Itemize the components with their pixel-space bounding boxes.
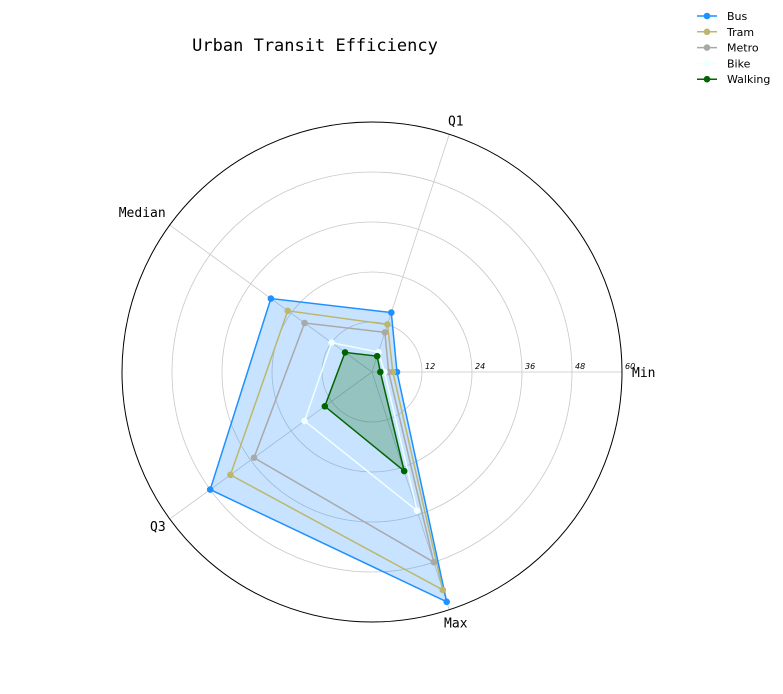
data-point [341,349,349,356]
legend-marker [703,60,711,67]
data-point [267,295,275,302]
data-point [206,486,214,493]
legend-marker [703,75,711,83]
data-point [328,339,335,346]
data-point [227,471,234,479]
data-point [301,417,308,425]
spoke-line [169,371,373,520]
legend-label: Bike [727,57,751,70]
r-tick-label: 24 [475,362,485,371]
outer-frame [121,121,623,623]
data-point [381,329,389,336]
legend-item: Tram [697,26,754,39]
data-point [377,368,384,376]
legend-marker [703,12,711,20]
spoke-line [371,371,450,610]
data-point [400,467,408,475]
chart-title: Urban Transit Efficiency [192,36,438,56]
legend-label: Metro [727,42,759,55]
data-point [373,352,381,360]
axis-label-median: Median [119,206,166,221]
series-line [209,297,448,604]
r-tick-label: 12 [425,362,435,371]
data-point [384,321,391,328]
series-fill [324,352,405,472]
legend-label: Bus [727,10,748,23]
series-line [229,309,444,592]
r-tick-label: 60 [625,362,635,371]
data-point [443,598,450,606]
series-line [253,322,435,564]
data-point [413,507,421,514]
series-walking [321,349,408,475]
data-point [250,454,258,462]
legend-item: Bike [697,57,751,70]
axis-label-q3: Q3 [150,520,166,535]
data-point [388,309,395,316]
series-layer [206,295,450,606]
legend-item: Bus [697,10,748,23]
legend: Bus Tram Metro Bike Walking [697,10,770,86]
axis-label-min: Min [632,366,655,381]
axis-label-max: Max [444,617,468,632]
legend-item: Walking [697,73,770,86]
legend-marker [703,44,711,51]
legend-label: Walking [727,73,770,86]
axis-label-q1: Q1 [448,114,464,129]
data-point [321,402,329,410]
radial-grid: 12 24 36 48 60 [121,121,635,623]
r-tick-label: 48 [575,362,585,371]
r-tick-label: 36 [525,362,535,371]
legend-item: Metro [697,42,759,55]
series-metro [250,319,438,566]
data-point [301,319,308,327]
data-point [439,586,447,594]
legend-marker [703,28,711,36]
data-point [430,558,438,566]
legend-label: Tram [726,26,754,39]
data-point [284,307,292,315]
axis-labels: Min Q1 Median Q3 Max [119,114,656,631]
